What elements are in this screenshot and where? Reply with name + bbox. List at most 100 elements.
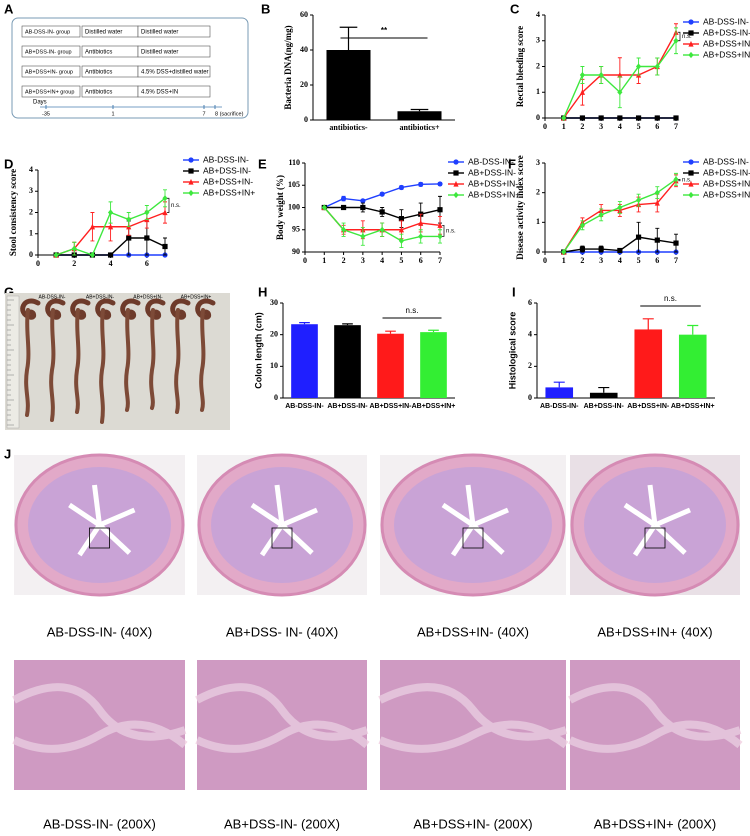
tissue-detail <box>568 683 743 753</box>
y-axis-label: Histological score <box>507 312 517 390</box>
caption-200x: AB+DSS+IN+ (200X) <box>594 816 716 831</box>
y-tick-label: 4 <box>536 10 540 19</box>
data-point <box>360 198 366 204</box>
y-tick-label: 100 <box>288 202 300 211</box>
x-tick-label: AB+DSS+IN- <box>627 403 670 410</box>
specimen-label: AB+DSS+IN+ <box>181 294 212 300</box>
colon-specimen <box>74 308 81 414</box>
bar <box>326 50 371 120</box>
error-bar <box>385 330 396 334</box>
y-tick-label: 6 <box>528 298 532 307</box>
timeline-label: Days <box>33 100 47 106</box>
colon-specimen <box>70 298 91 320</box>
colon-specimen <box>49 308 56 422</box>
legend-label: AB+DSS+IN- <box>468 178 518 188</box>
y-tick-label: 10 <box>270 361 278 370</box>
data-point <box>617 71 623 78</box>
legend-label: AB+DSS-IN- <box>703 27 750 37</box>
data-point <box>654 189 660 196</box>
panel-label: J <box>4 446 11 461</box>
legend-label: AB+DSS+IN- <box>703 178 750 188</box>
data-point <box>654 63 660 70</box>
y-axis-label: Disease activity index score <box>515 155 525 260</box>
legend-marker <box>688 170 694 176</box>
legend-label: AB+DSS+IN+ <box>703 189 750 199</box>
group-name: AB+DSS+IN+ group <box>25 89 74 95</box>
bar <box>678 334 707 398</box>
group-name: AB+DSS+IN- group <box>25 69 73 75</box>
legend-marker <box>453 191 459 199</box>
x-tick-label: 0 <box>36 259 40 268</box>
x-tick-label: AB-DSS-IN- <box>540 403 579 410</box>
panel-label: B <box>261 1 270 16</box>
caption-40x: AB+DSS- IN- (40X) <box>226 624 338 639</box>
error-bar <box>553 381 565 388</box>
data-point <box>635 115 642 121</box>
error-bar <box>642 318 654 330</box>
x-tick-label: 5 <box>399 256 403 265</box>
group-box <box>21 25 81 38</box>
data-point <box>162 243 168 250</box>
micrograph-shade <box>14 660 185 790</box>
bar <box>291 324 318 398</box>
significance-label: n.s. <box>664 294 677 303</box>
colon-specimen <box>20 298 41 320</box>
micrograph-shade <box>380 660 566 790</box>
x-tick-label: 0 <box>543 122 547 131</box>
colon-specimen <box>120 298 141 320</box>
x-tick-label: 2 <box>342 256 346 265</box>
data-point <box>418 233 424 240</box>
specimen-label: AB+DSS+IN- <box>133 294 163 300</box>
data-point <box>162 209 168 216</box>
legend-label: AB-DSS-IN- <box>703 156 749 166</box>
treatment-box <box>137 85 211 98</box>
y-tick-label: 3 <box>29 186 33 195</box>
y-tick-label: 90 <box>292 247 300 256</box>
micrograph-shade <box>197 660 367 790</box>
pretreatment: Antibiotics <box>85 50 112 56</box>
panel-label: A <box>4 1 14 16</box>
colon-specimen <box>195 298 216 320</box>
legend-label: AB-DSS-IN- <box>203 154 249 164</box>
treatment: 4.5% DSS+IN <box>141 90 178 96</box>
data-point <box>579 71 586 79</box>
y-axis-label: Rectal bleeding score <box>515 26 525 107</box>
x-tick-label: 2 <box>580 122 584 131</box>
y-tick-label: 95 <box>292 225 300 234</box>
x-tick-label: 3 <box>599 122 603 131</box>
specimen-photo <box>5 293 230 430</box>
data-point <box>437 233 443 240</box>
panel-label: G <box>4 284 14 299</box>
error-bar <box>598 386 610 393</box>
x-tick-label: AB+DSS-IN- <box>584 403 625 410</box>
error-bar <box>339 26 358 50</box>
y-tick-label: 30 <box>270 298 278 307</box>
colon-specimen <box>95 298 116 320</box>
data-point <box>617 89 623 96</box>
data-point <box>107 252 114 258</box>
panel-label: I <box>512 284 516 299</box>
data-point <box>437 222 443 228</box>
specimen-label: AB-DSS-IN- <box>39 294 66 300</box>
data-point <box>561 248 567 256</box>
x-tick-label: 4 <box>618 256 622 265</box>
x-tick-label: AB+DSS+IN- <box>369 403 412 410</box>
legend-marker <box>188 178 194 185</box>
data-point <box>561 114 567 122</box>
y-tick-label: 0 <box>274 393 278 402</box>
colon-specimen <box>149 308 156 410</box>
data-point <box>579 115 586 121</box>
x-tick-label: 5 <box>637 256 641 265</box>
tissue-detail <box>12 683 188 753</box>
legend-marker <box>688 180 694 187</box>
data-point <box>579 89 586 95</box>
data-point <box>579 246 586 252</box>
colon-specimen <box>174 308 181 414</box>
significance-bracket <box>442 224 445 237</box>
x-tick-label: 4 <box>618 122 622 131</box>
x-tick-label: AB-DSS-IN- <box>285 403 324 410</box>
data-point <box>673 37 679 44</box>
pretreatment: Antibiotics <box>85 90 112 96</box>
treatment: 4.5% DSS+distilled water <box>141 70 209 76</box>
